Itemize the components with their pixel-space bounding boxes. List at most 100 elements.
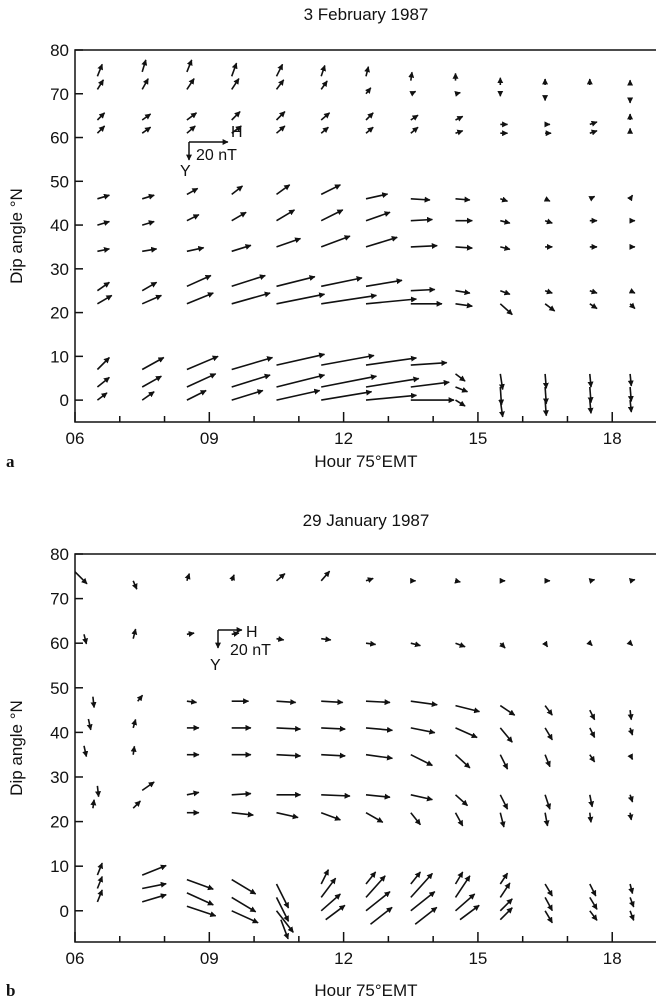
panel-a-vector [543,196,551,202]
panel-a-vector [455,302,473,309]
panel-a-vector [276,373,326,388]
panel-b-vector [130,745,137,755]
panel-a-vector [275,79,285,90]
panel-b-vector [142,881,167,890]
panel-a-scale-magnitude: 20 nT [196,147,237,164]
panel-a-vector [141,126,152,134]
panel-a-vector [409,90,417,97]
panel-a-vector [365,211,391,222]
panel-a-vector [320,209,344,222]
panel-b-vector [275,572,286,582]
panel-b-vector [325,904,346,921]
panel-b-vector [628,883,635,895]
panel-b-vector [544,754,551,768]
panel-a-label: a [6,452,15,471]
panel-b-vector [628,577,636,584]
panel-b-vector [410,812,422,826]
panel-a-vector [141,391,155,401]
panel-b-vector [499,812,506,828]
panel-a-vector [454,90,461,97]
panel-a-vector [141,294,162,305]
panel-a-plot-frame [74,49,656,423]
panel-b-vector [589,910,598,921]
panel-b-vector [499,704,516,716]
panel-a-vector [275,63,284,77]
panel-a-vector [544,288,553,295]
panel-b-vector [86,718,93,731]
panel-b-plot-frame [74,553,656,943]
panel-b-x-ticks: 06 09 12 15 18 [66,932,622,968]
panel-b-vector [131,718,138,729]
panel-b-vector [410,753,433,767]
panel-b-title: 29 January 1987 [303,511,430,530]
panel-a-vector [410,379,450,388]
panel-b-vector [276,811,299,820]
panel-a-vector [455,399,466,407]
panel-a-y-tick-label: 50 [50,172,69,191]
panel-a-vector [186,125,196,134]
panel-a-vector [276,292,326,305]
panel-a-vector [186,389,207,401]
panel-b-vector [627,753,634,761]
panel-a-vector [320,235,351,248]
panel-a-vector [186,112,197,121]
panel-b-vector [454,812,464,827]
panel-b-y-tick-label: 0 [60,902,69,921]
panel-b-vector [628,897,635,908]
panel-b-vector [131,628,138,639]
panel-b: 29 January 1987 0 10 20 30 40 50 60 70 80 06 09 12… [6,511,656,1000]
panel-a-vector [542,373,549,389]
panel-a-vector [365,192,389,200]
panel-a-vector [587,400,594,414]
panel-b-vector [321,792,351,799]
panel-b-vector [275,897,290,922]
panel-b-scale-h-label: H [246,624,258,641]
panel-a-vector [186,59,193,73]
panel-b-vector [544,910,553,924]
panel-a-vector [97,247,110,253]
panel-b-vector [454,794,469,807]
panel-b-vector [627,710,634,721]
panel-a-vector [410,114,419,121]
panel-b-vector [454,754,471,769]
panel-a-vector [365,296,417,305]
panel-a-vector [96,376,110,388]
panel-b-vector [321,699,344,706]
panel-b-vector [275,883,290,909]
panel-b-y-tick-label: 70 [50,590,69,609]
panel-a-vector [141,59,148,73]
panel-a-y-tick-label: 60 [50,129,69,148]
panel-a-vector [589,129,598,136]
panel-a-vector [275,125,286,134]
panel-b-vector [141,864,167,876]
panel-b-x-tick-label: 12 [334,949,353,968]
panel-a-vector [455,244,473,251]
panel-a-vector [186,373,217,388]
panel-a-vector [276,237,302,248]
panel-b-vector [410,871,422,885]
panel-a-vector [186,355,219,371]
panel-a-vectors [96,59,636,418]
panel-a-vector [500,289,511,296]
panel-a-vector [320,80,328,90]
panel-b-vector [499,754,509,770]
panel-b-vector [320,893,341,912]
panel-a-vector [455,129,464,136]
panel-b-vector [320,877,337,898]
panel-a-vector [542,386,549,405]
panel-a-x-axis-label: Hour 75°EMT [314,452,417,471]
panel-a-vector [186,187,199,196]
panel-a-vector [141,113,152,121]
panel-b-vector [586,639,593,647]
panel-a-vector [141,375,162,388]
panel-a-vector [628,288,636,294]
panel-a-vector [627,373,634,387]
panel-a-y-tick-label: 80 [50,41,69,60]
panel-b-vector [96,862,103,876]
panel-b-vector [74,571,88,585]
panel-a-vector [320,184,341,196]
panel-b-vector [410,727,436,735]
panel-a-y-ticks: 0 10 20 30 40 50 60 70 80 [50,41,83,410]
panel-a-vector [410,126,419,134]
panel-b-vector [410,872,433,898]
